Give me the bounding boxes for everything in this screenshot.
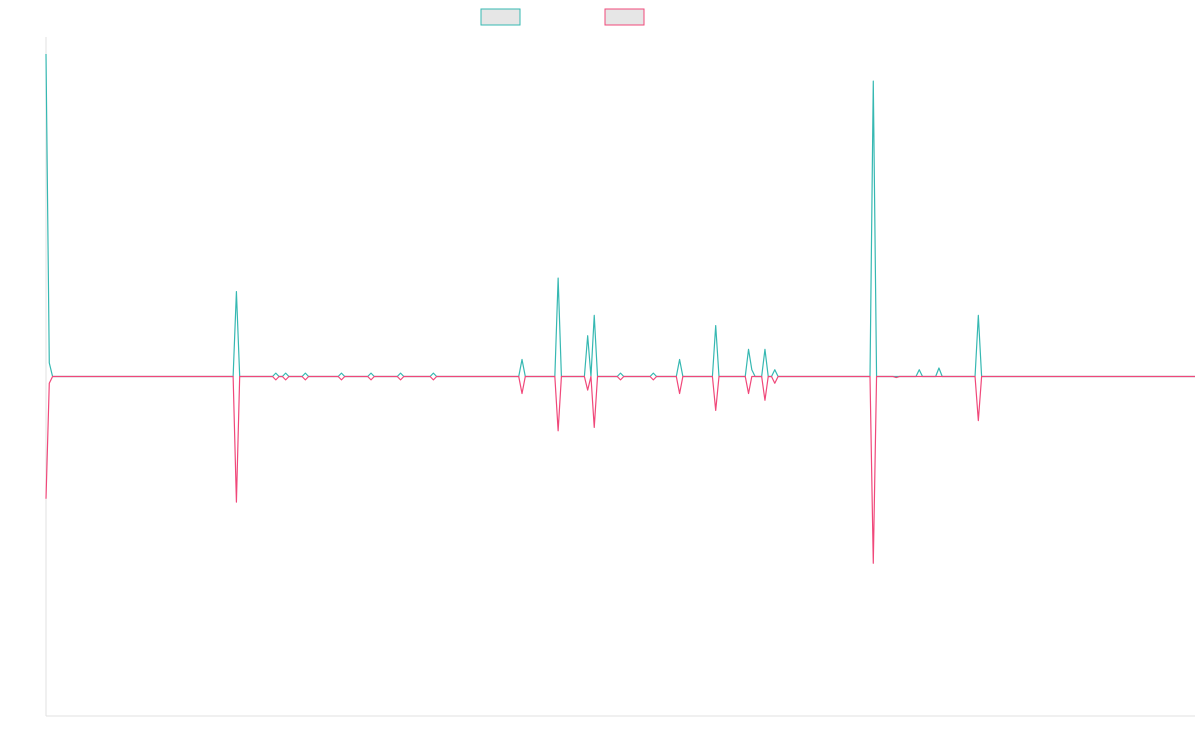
- series-line-2: [45, 375, 1195, 564]
- legend-swatch-2: [604, 8, 645, 26]
- legend: [480, 8, 645, 26]
- axes: [45, 37, 1195, 717]
- series-line-1: [45, 53, 1195, 378]
- series-group: [45, 53, 1195, 564]
- legend-swatch-1: [480, 8, 521, 26]
